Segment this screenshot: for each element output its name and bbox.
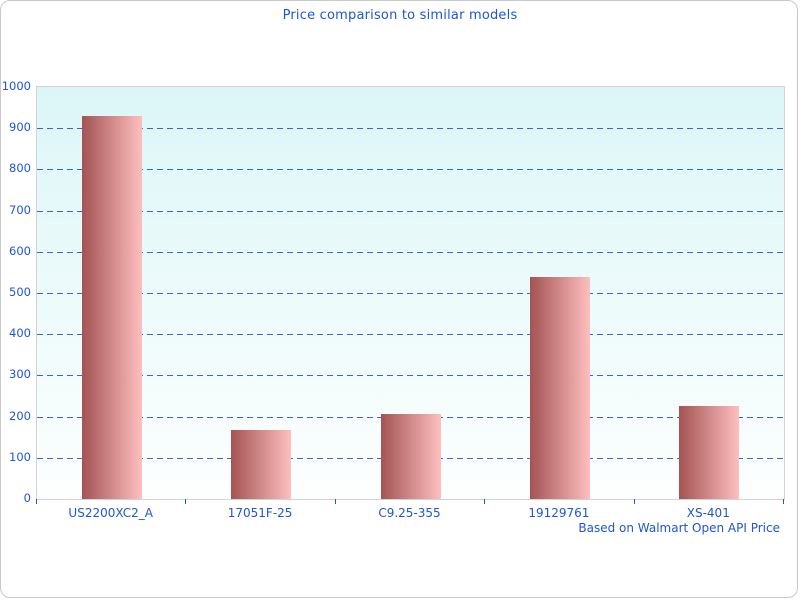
x-axis-tick: [484, 499, 486, 504]
plot-area: [36, 86, 785, 500]
gridline: [37, 210, 784, 212]
y-tick-label: 600: [9, 243, 31, 258]
x-axis-tick: [36, 499, 37, 504]
chart-footnote: Based on Walmart Open API Price: [578, 521, 780, 535]
y-tick-label: 500: [9, 285, 31, 299]
gridline: [37, 334, 784, 336]
x-axis-tick: [334, 499, 336, 504]
x-tick-label-US2200XC2_A: US2200XC2_A: [68, 506, 153, 520]
bar-19129761: [529, 276, 590, 499]
y-tick-label: 100: [9, 449, 31, 464]
y-tick-label: 1000: [1, 79, 31, 93]
y-tick-label: 200: [9, 408, 31, 423]
chart-title: Price comparison to similar models: [282, 8, 518, 23]
x-axis-tick: [185, 499, 187, 504]
x-axis-tick: [783, 499, 784, 504]
x-axis-tick: [633, 499, 635, 504]
x-tick-label-19129761: 19129761: [528, 506, 590, 520]
gridline: [37, 251, 784, 253]
bar-17051F-25: [231, 429, 292, 499]
bar-XS-401: [679, 405, 740, 499]
bar-US2200XC2_A: [81, 115, 142, 499]
y-tick-label: 0: [23, 491, 31, 505]
y-tick-label: 300: [9, 367, 31, 382]
y-tick-label: 900: [9, 120, 31, 135]
gridline: [37, 293, 784, 294]
y-tick-label: 800: [9, 161, 31, 176]
gridline: [37, 375, 784, 377]
gridline: [37, 169, 784, 171]
bar-C9.25-355: [380, 414, 441, 499]
x-tick-label-17051F-25: 17051F-25: [227, 506, 293, 520]
y-tick-label: 400: [9, 326, 31, 341]
x-tick-label-C9.25-355: C9.25-355: [378, 506, 441, 520]
gridline: [37, 128, 784, 130]
y-tick-label: 700: [9, 202, 31, 217]
x-tick-label-XS-401: XS-401: [686, 506, 730, 520]
